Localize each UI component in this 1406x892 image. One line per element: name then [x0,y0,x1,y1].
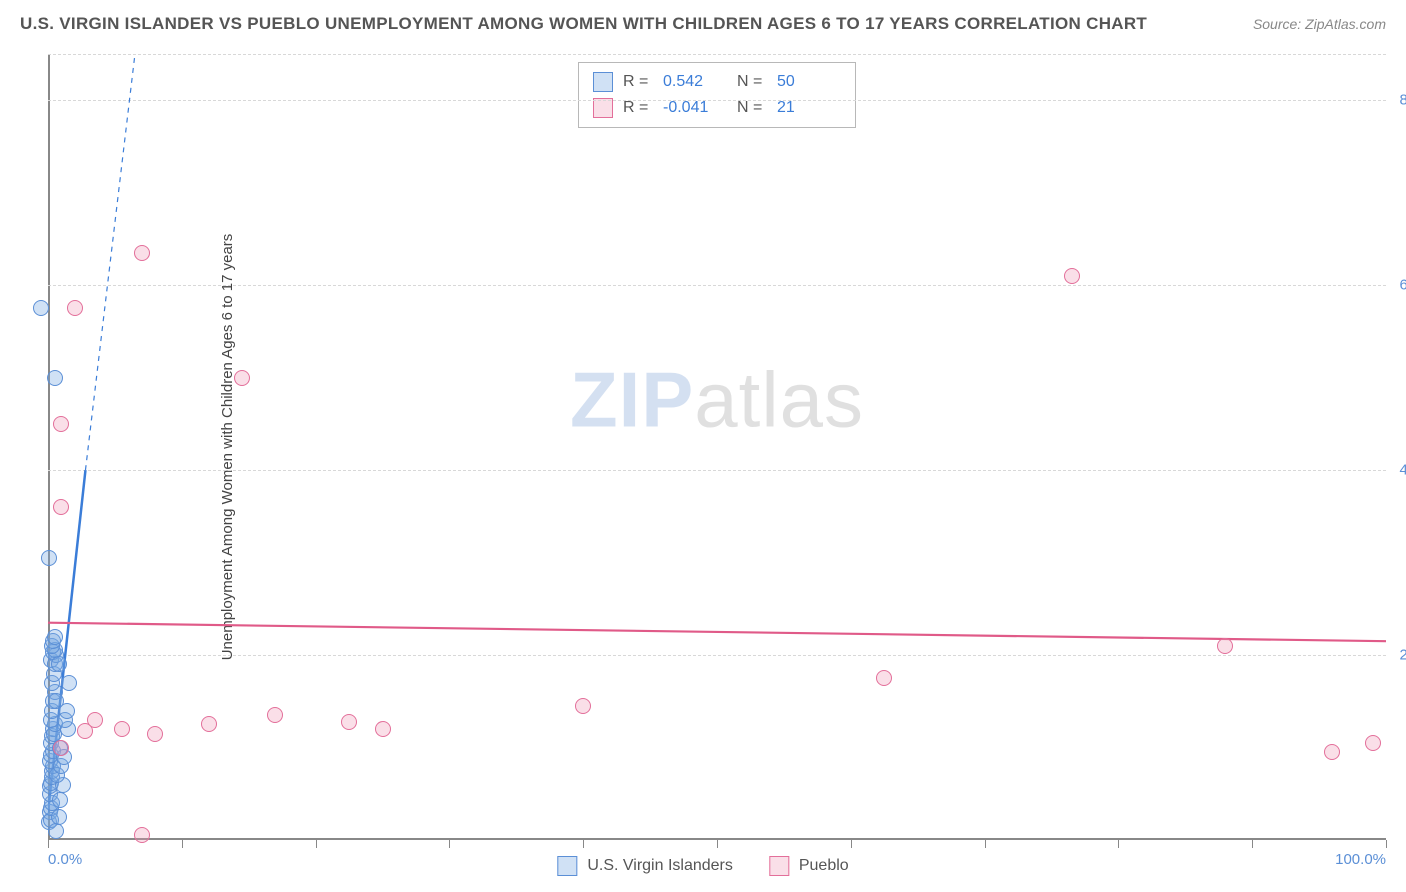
data-point [234,370,250,386]
data-point [876,670,892,686]
stats-legend-row: R = -0.041 N = 21 [593,95,841,121]
legend-n-label: N = [737,69,767,95]
legend-n-label: N = [737,95,767,121]
legend-r-value: 0.542 [663,69,727,95]
y-tick-label: 60.0% [1399,277,1406,294]
legend-label: Pueblo [799,857,849,875]
legend-item: U.S. Virgin Islanders [557,856,733,876]
x-tick [1386,840,1387,848]
data-point [341,714,357,730]
data-point [134,827,150,843]
chart-title: U.S. VIRGIN ISLANDER VS PUEBLO UNEMPLOYM… [20,14,1147,34]
x-tick [1118,840,1119,848]
data-point [61,675,77,691]
x-tick [48,840,49,848]
stats-legend-row: R = 0.542 N = 50 [593,69,841,95]
data-point [147,726,163,742]
x-tick [851,840,852,848]
data-point [375,721,391,737]
legend-r-label: R = [623,69,653,95]
grid-line [48,100,1386,101]
y-tick-label: 40.0% [1399,462,1406,479]
data-point [53,499,69,515]
data-point [134,245,150,261]
plot-surface: ZIPatlas R =0.542N =50R =-0.041N =21 20.… [48,54,1386,840]
data-point [1324,744,1340,760]
source-label: Source: ZipAtlas.com [1253,16,1386,32]
data-point [201,716,217,732]
legend-swatch [769,856,789,876]
data-point [267,707,283,723]
series-legend: U.S. Virgin Islanders Pueblo [557,856,848,876]
x-tick [316,840,317,848]
data-point [575,698,591,714]
grid-line [48,54,1386,55]
x-tick [1252,840,1253,848]
stats-legend: R = 0.542 N = 50 R = -0.041 N = 21 [578,62,856,128]
x-tick [449,840,450,848]
grid-line [48,285,1386,286]
watermark: ZIPatlas [570,354,864,445]
x-tick [985,840,986,848]
data-point [114,721,130,737]
data-point [33,300,49,316]
data-point [1217,638,1233,654]
x-tick-label: 100.0% [1335,851,1386,868]
y-tick-label: 80.0% [1399,92,1406,109]
legend-item: Pueblo [769,856,849,876]
header: U.S. VIRGIN ISLANDER VS PUEBLO UNEMPLOYM… [0,0,1406,44]
data-point [51,809,67,825]
data-point [1365,735,1381,751]
data-point [53,416,69,432]
data-point [67,300,83,316]
grid-line [48,655,1386,656]
data-point [41,550,57,566]
y-tick-label: 20.0% [1399,647,1406,664]
data-point [53,740,69,756]
legend-n-value: 50 [777,69,841,95]
grid-line [48,470,1386,471]
x-tick [583,840,584,848]
x-tick [717,840,718,848]
legend-label: U.S. Virgin Islanders [587,857,733,875]
data-point [87,712,103,728]
data-point [47,629,63,645]
data-point [48,693,64,709]
data-point [51,656,67,672]
legend-r-value: -0.041 [663,95,727,121]
data-point [52,792,68,808]
legend-n-value: 21 [777,95,841,121]
trend-lines [48,54,1386,840]
x-tick [182,840,183,848]
legend-swatch [557,856,577,876]
data-point [1064,268,1080,284]
legend-r-label: R = [623,95,653,121]
x-tick-label: 0.0% [48,851,82,868]
legend-swatch [593,72,613,92]
data-point [47,370,63,386]
chart-area: Unemployment Among Women with Children A… [48,54,1386,840]
data-point [48,823,64,839]
